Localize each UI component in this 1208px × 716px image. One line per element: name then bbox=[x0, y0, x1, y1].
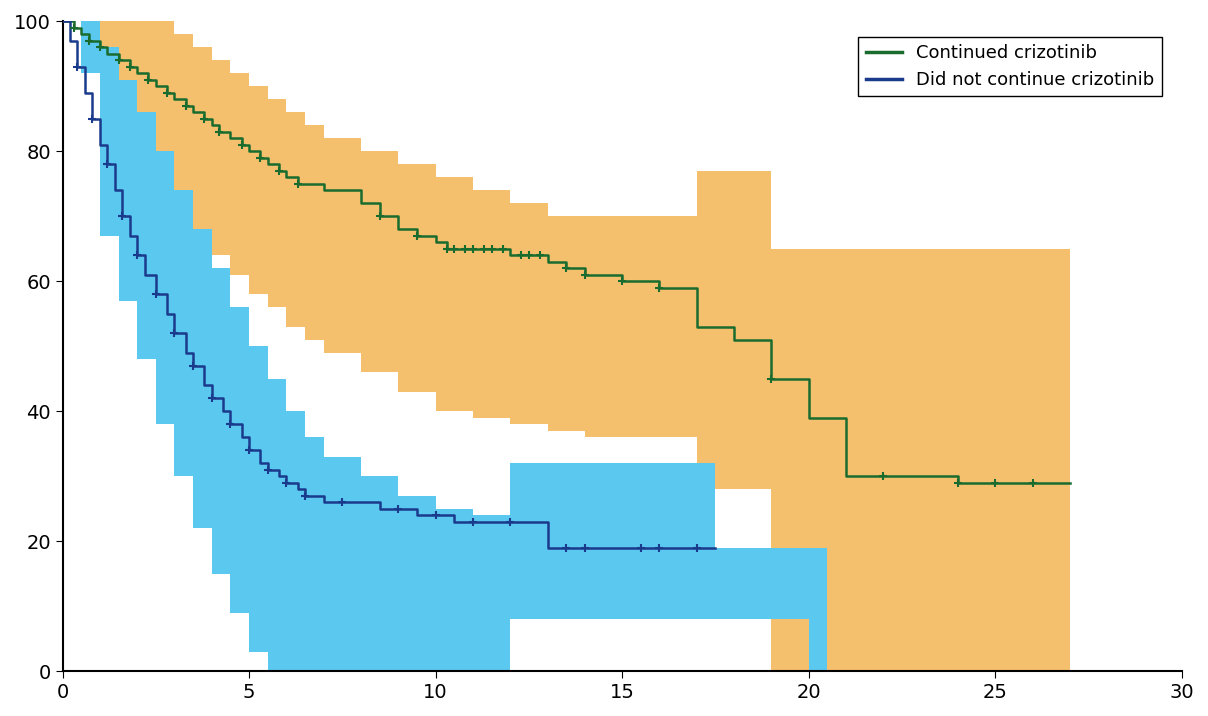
Legend: Continued crizotinib, Did not continue crizotinib: Continued crizotinib, Did not continue c… bbox=[859, 37, 1162, 97]
